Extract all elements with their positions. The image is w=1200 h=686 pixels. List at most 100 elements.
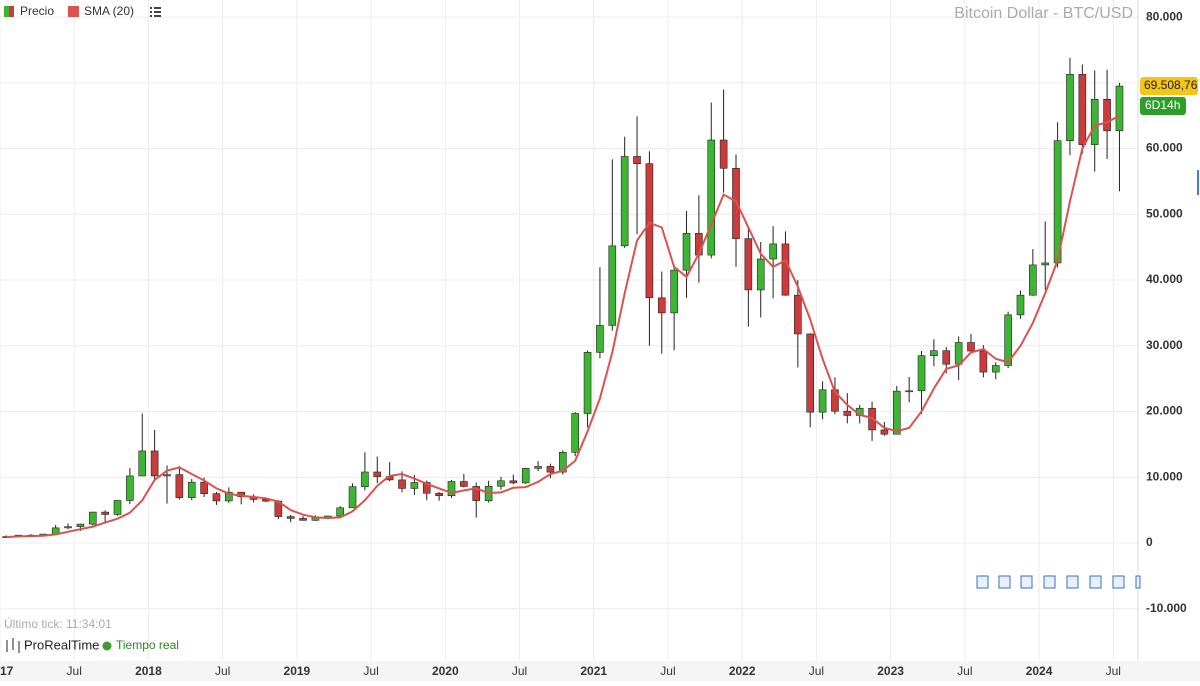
candle-body	[361, 471, 369, 487]
y-tick-label: -10.000	[1146, 601, 1187, 615]
candle-body	[497, 480, 505, 487]
status-dot	[102, 641, 112, 651]
candle-body	[447, 481, 456, 496]
candle-body	[126, 475, 134, 501]
candle-body	[608, 245, 617, 326]
candle-body	[1115, 85, 1124, 132]
candle-body	[596, 325, 604, 353]
candle-body	[398, 479, 406, 489]
x-tick-label: 2022	[729, 664, 756, 678]
candle-body	[88, 511, 97, 525]
countdown-label: 6D14h	[1145, 98, 1180, 112]
x-tick-label: Jul	[957, 664, 972, 678]
candle-body	[150, 450, 159, 477]
candle-body	[175, 474, 184, 498]
last-tick: Último tick: 11:34:01	[4, 616, 112, 631]
candle-body	[373, 471, 382, 477]
legend-label[interactable]: SMA (20)	[84, 4, 134, 18]
legend-icon	[4, 6, 9, 17]
candle-body	[286, 516, 295, 519]
y-tick-label: 20.000	[1146, 404, 1183, 418]
x-tick-label: Jul	[215, 664, 230, 678]
candle-body	[559, 451, 567, 473]
candle-body	[200, 481, 208, 494]
x-axis-band	[0, 661, 1200, 681]
marks	[2, 57, 1124, 539]
candle-body	[806, 333, 815, 413]
chart-title: Bitcoin Dollar - BTC/USD	[954, 5, 1133, 22]
candle-body	[64, 526, 72, 529]
x-tick-label: 2021	[580, 664, 607, 678]
candle-body	[633, 156, 641, 164]
candle-body	[1016, 294, 1025, 316]
legend-icon	[68, 6, 79, 17]
price-tag-label: 69.508,76	[1144, 78, 1198, 92]
x-tick-label: Jul	[1106, 664, 1121, 678]
x-tick-label: 2023	[877, 664, 904, 678]
y-tick-label: 60.000	[1146, 141, 1183, 155]
status: Tiempo real	[116, 638, 179, 652]
candle-body	[892, 390, 901, 435]
candle-body	[410, 482, 419, 489]
candle-body	[719, 139, 728, 169]
sma-line	[6, 114, 1120, 539]
candle-body	[954, 342, 963, 365]
legend-icon	[9, 6, 14, 17]
candle-body	[781, 243, 790, 296]
candle-body	[336, 507, 344, 517]
candle-body	[1103, 98, 1111, 132]
candle-body	[843, 410, 852, 416]
candle-body	[212, 493, 221, 502]
candle-body	[991, 365, 1000, 373]
x-tick-label: Jul	[660, 664, 675, 678]
price-tag	[1140, 77, 1198, 96]
candle-body	[645, 163, 654, 299]
candle-body	[348, 486, 357, 509]
candle-body	[707, 139, 716, 256]
candle-body	[571, 413, 579, 453]
candle-body	[818, 389, 827, 413]
candle-body	[917, 355, 926, 392]
candle-body	[1090, 98, 1099, 145]
legend-label[interactable]: Precio	[20, 4, 54, 18]
candle-body	[583, 352, 592, 414]
brand: ProRealTime	[24, 637, 99, 652]
y-tick-label: 80.000	[1146, 9, 1183, 23]
candle-body	[163, 474, 171, 477]
event-icons[interactable]	[976, 575, 1141, 589]
y-tick-label: 10.000	[1146, 469, 1183, 483]
y-tick-label: 30.000	[1146, 338, 1183, 352]
x-tick-label: 2017	[0, 664, 14, 678]
x-tick-label: 2024	[1026, 664, 1053, 678]
candle-body	[682, 233, 691, 271]
y-tick-label: 40.000	[1146, 272, 1183, 286]
candle-body	[1041, 262, 1050, 266]
candle-body	[225, 491, 233, 502]
candle-body	[744, 238, 753, 291]
brand-icon	[6, 638, 20, 653]
candle-body	[460, 481, 468, 487]
legend: Precio SMA (20)	[4, 4, 161, 18]
x-tick-label: 2018	[135, 664, 162, 678]
candle-body	[101, 511, 109, 515]
candle-body	[1066, 73, 1074, 141]
candle-body	[299, 518, 307, 521]
y-tick-label: 50.000	[1146, 206, 1183, 220]
candle-body	[880, 429, 889, 435]
candle-body	[1078, 73, 1087, 145]
candle-body	[670, 269, 678, 314]
candle-body	[435, 492, 443, 496]
candle-body	[794, 294, 802, 335]
x-tick-label: Jul	[512, 664, 527, 678]
menu-icon[interactable]	[150, 7, 161, 17]
candle-body	[756, 258, 765, 291]
candle-body	[187, 481, 196, 498]
candle-body	[1029, 264, 1037, 296]
x-tick-label: 2020	[432, 664, 459, 678]
candle-body	[534, 466, 542, 469]
candle-body	[546, 466, 555, 473]
candle-body	[509, 480, 518, 484]
candle-body	[1004, 314, 1012, 366]
candle-body	[967, 342, 975, 352]
